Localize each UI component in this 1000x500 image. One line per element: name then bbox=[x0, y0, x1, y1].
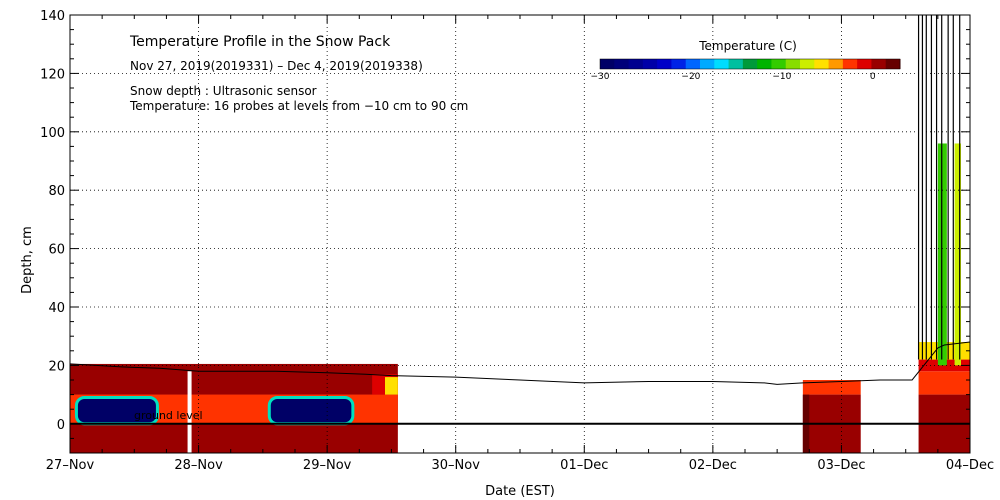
x-tick-label: 04–Dec bbox=[946, 458, 994, 473]
colorbar-tick-label: −20 bbox=[681, 72, 700, 82]
colorbar-swatch bbox=[785, 59, 801, 69]
colorbar-swatch bbox=[742, 59, 758, 69]
colorbar-swatch bbox=[657, 59, 672, 69]
note-temperature: Temperature: 16 probes at levels from −1… bbox=[129, 99, 468, 113]
y-tick-label: 80 bbox=[48, 184, 65, 199]
grid-layer bbox=[70, 15, 970, 453]
snow-depth-layer bbox=[69, 15, 971, 385]
note-snow-depth: Snow depth : Ultrasonic sensor bbox=[130, 84, 317, 98]
colorbar-tick-label: 0 bbox=[870, 72, 876, 82]
colorbar-swatch bbox=[671, 59, 687, 69]
y-tick-label: 20 bbox=[48, 359, 65, 374]
temperature-cell bbox=[385, 377, 398, 395]
temperature-cell bbox=[918, 371, 970, 395]
temperature-cell bbox=[954, 143, 961, 366]
temperature-cell bbox=[267, 396, 355, 426]
colorbar-title: Temperature (C) bbox=[698, 39, 797, 53]
colorbar-swatch bbox=[885, 59, 901, 69]
y-tick-label: 100 bbox=[40, 126, 65, 141]
y-tick-label: 0 bbox=[57, 418, 65, 433]
colorbar-swatch bbox=[828, 59, 844, 69]
y-tick-label: 60 bbox=[48, 243, 65, 258]
x-tick-label: 29–Nov bbox=[303, 458, 352, 473]
colorbar-swatch bbox=[800, 59, 815, 69]
y-axis-label: Depth, cm bbox=[20, 226, 35, 294]
x-tick-label: 01–Dec bbox=[560, 458, 608, 473]
chart-title: Temperature Profile in the Snow Pack bbox=[129, 34, 391, 50]
temperature-cell bbox=[937, 143, 947, 366]
x-tick-label: 27–Nov bbox=[46, 458, 95, 473]
colorbar-swatch bbox=[642, 59, 658, 69]
colorbar: −30 −20 −10 0 bbox=[591, 58, 901, 82]
y-tick-label: 120 bbox=[40, 67, 65, 82]
colorbar-swatch bbox=[628, 59, 644, 69]
temperature-cell bbox=[237, 368, 302, 378]
y-tick-label: 140 bbox=[40, 9, 65, 24]
ticks-layer: 27–Nov 28–Nov 29–Nov 30–Nov 01–Dec 02–Dec 03–D… bbox=[40, 9, 994, 473]
colorbar-tick-label: −10 bbox=[772, 72, 791, 82]
colorbar-swatch bbox=[714, 59, 730, 69]
x-tick-label: 02–Dec bbox=[689, 458, 737, 473]
colorbar-swatch bbox=[685, 59, 701, 69]
colorbar-swatch bbox=[700, 59, 715, 69]
colorbar-swatch bbox=[728, 59, 744, 69]
colorbar-swatch bbox=[814, 59, 830, 69]
colorbar-swatch bbox=[771, 59, 787, 69]
snow-depth-line bbox=[69, 341, 971, 385]
colorbar-tick-label: −30 bbox=[591, 72, 610, 82]
y-tick-label: 40 bbox=[48, 301, 65, 316]
temperature-cell bbox=[70, 363, 398, 395]
colorbar-swatch bbox=[757, 59, 772, 69]
x-tick-label: 28–Nov bbox=[174, 458, 223, 473]
colorbar-swatch bbox=[614, 59, 630, 69]
colorbar-swatch bbox=[857, 59, 872, 69]
x-tick-label: 30–Nov bbox=[432, 458, 481, 473]
colorbar-swatch bbox=[842, 59, 858, 69]
colorbar-swatch bbox=[871, 59, 887, 69]
data-gap-stripe bbox=[187, 371, 192, 453]
temperature-cell bbox=[802, 380, 861, 395]
colorbar-swatch bbox=[600, 59, 615, 69]
colorbar-frame bbox=[599, 58, 901, 70]
x-tick-label: 03–Dec bbox=[817, 458, 865, 473]
ground-level-label: ground level bbox=[134, 409, 203, 422]
x-axis-label: Date (EST) bbox=[485, 484, 555, 499]
chart-subtitle: Nov 27, 2019(2019331) – Dec 4, 2019(2019… bbox=[130, 59, 423, 73]
